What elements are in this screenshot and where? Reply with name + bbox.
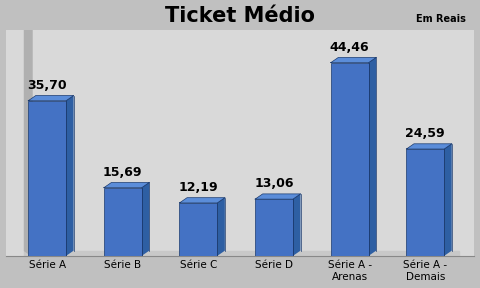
Bar bbox=[407, 149, 444, 256]
Bar bbox=[28, 101, 66, 256]
Polygon shape bbox=[407, 144, 452, 149]
Polygon shape bbox=[369, 57, 376, 256]
Polygon shape bbox=[28, 96, 73, 101]
Polygon shape bbox=[104, 183, 149, 188]
Text: 35,70: 35,70 bbox=[27, 79, 67, 92]
Title: Ticket Médio: Ticket Médio bbox=[165, 5, 315, 26]
Text: 15,69: 15,69 bbox=[103, 166, 143, 179]
Polygon shape bbox=[217, 198, 225, 256]
Polygon shape bbox=[180, 198, 225, 203]
Text: 44,46: 44,46 bbox=[330, 41, 370, 54]
Text: 12,19: 12,19 bbox=[179, 181, 218, 194]
Polygon shape bbox=[444, 144, 452, 256]
Polygon shape bbox=[293, 194, 300, 256]
Polygon shape bbox=[24, 251, 459, 256]
Polygon shape bbox=[255, 194, 300, 199]
Text: Em Reais: Em Reais bbox=[416, 14, 466, 24]
Bar bbox=[180, 203, 217, 256]
Polygon shape bbox=[66, 96, 73, 256]
Polygon shape bbox=[331, 57, 376, 63]
Text: 24,59: 24,59 bbox=[406, 127, 445, 140]
Polygon shape bbox=[24, 25, 32, 256]
Bar bbox=[255, 199, 293, 256]
Bar bbox=[104, 188, 142, 256]
Bar bbox=[331, 63, 369, 256]
Polygon shape bbox=[142, 183, 149, 256]
Text: 13,06: 13,06 bbox=[254, 177, 294, 190]
